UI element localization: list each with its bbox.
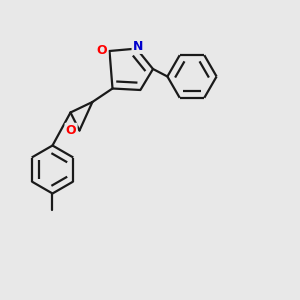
Text: N: N: [133, 40, 143, 53]
Text: O: O: [66, 124, 76, 137]
Text: O: O: [97, 44, 107, 57]
